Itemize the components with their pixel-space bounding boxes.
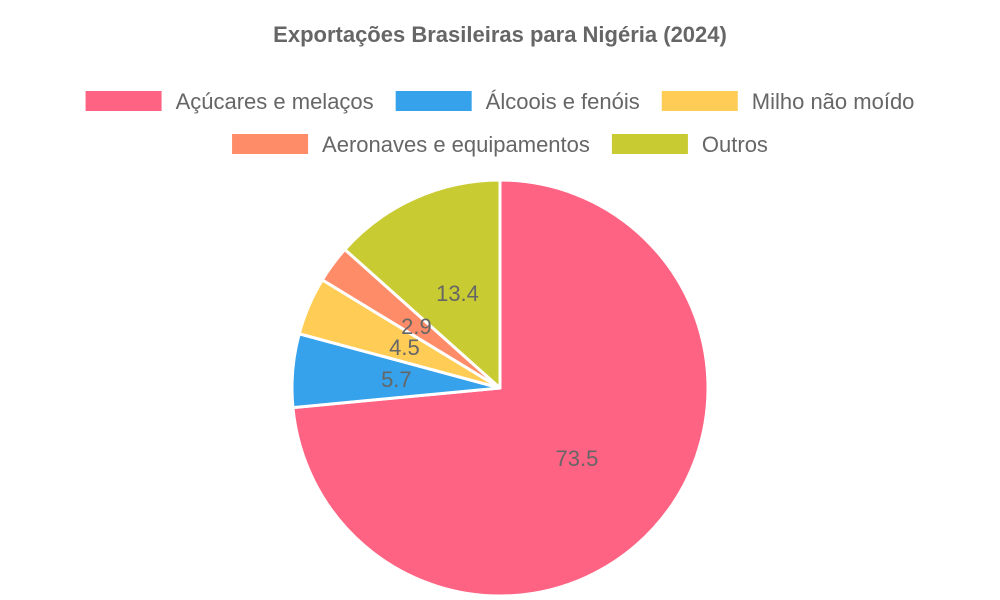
- legend-swatch: [611, 134, 688, 154]
- legend-swatch: [85, 91, 162, 111]
- data-labels: 73.5 5.7 4.52.913.4: [381, 281, 598, 471]
- legend-item-aeronaves-e-equipamentos[interactable]: Aeronaves e equipamentos: [232, 132, 590, 157]
- data-label-alcoois-e-fenois: 5.7: [381, 367, 412, 392]
- legend-item-milho-nao-moido[interactable]: Milho não moído: [661, 89, 915, 114]
- legend-swatch: [661, 91, 738, 111]
- chart-title: Exportações Brasileiras para Nigéria (20…: [273, 22, 727, 47]
- legend-item-acucares-e-melacos[interactable]: Açúcares e melaços: [85, 89, 374, 114]
- legend: Açúcares e melaços Álcoois e fenóis Milho …: [85, 89, 915, 157]
- data-label-aeronaves-e-equipamentos: 2.9: [401, 314, 432, 339]
- legend-swatch: [395, 91, 472, 111]
- data-label-milho-nao-moido: 4.5: [389, 335, 420, 360]
- legend-swatch: [232, 134, 309, 154]
- legend-label: Outros: [702, 132, 768, 157]
- slice-outros[interactable]: [343, 178, 502, 390]
- legend-label: Álcoois e fenóis: [486, 89, 640, 114]
- pie-slices: [290, 178, 710, 598]
- legend-label: Milho não moído: [752, 89, 915, 114]
- legend-item-alcoois-e-fenois[interactable]: Álcoois e fenóis: [395, 89, 640, 114]
- legend-label: Aeronaves e equipamentos: [322, 132, 590, 157]
- data-label-acucares-e-melacos: 73.5: [556, 446, 599, 471]
- legend-item-outros[interactable]: Outros: [611, 132, 768, 157]
- legend-label: Açúcares e melaços: [176, 89, 374, 114]
- data-label-outros: 13.4: [436, 281, 479, 306]
